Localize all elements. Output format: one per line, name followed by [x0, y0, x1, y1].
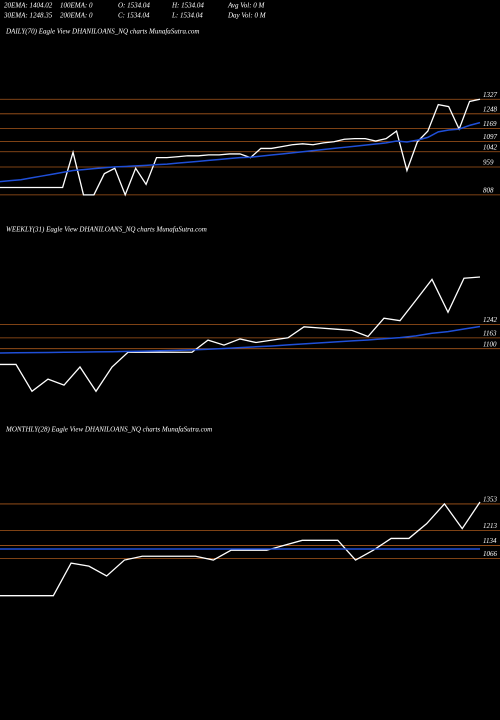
- header-stat: L: 1534.04: [171, 12, 203, 20]
- level-label: 1169: [483, 120, 497, 128]
- header-stat: 20EMA: 1404.02: [4, 2, 53, 10]
- level-label: 1134: [483, 537, 497, 545]
- panel-title: WEEKLY(31) Eagle View DHANILOANS_NQ char…: [6, 226, 207, 234]
- panel-title: MONTHLY(28) Eagle View DHANILOANS_NQ cha…: [5, 426, 212, 434]
- level-label: 1327: [483, 91, 498, 99]
- ema-line: [0, 325, 481, 354]
- level-label: 1042: [483, 143, 498, 151]
- header-stat: 200EMA: 0: [60, 12, 93, 20]
- price-line: [0, 98, 481, 197]
- header-stat: Day Vol: 0 M: [227, 12, 267, 20]
- price-line: [0, 276, 481, 393]
- level-label: 1097: [483, 133, 498, 141]
- level-label: 1163: [483, 330, 497, 338]
- level-label: 808: [483, 186, 494, 194]
- ema-line: [0, 121, 481, 183]
- header-stat: C: 1534.04: [118, 12, 150, 20]
- header-stat: 30EMA: 1248.35: [3, 12, 53, 20]
- panel-title: DAILY(70) Eagle View DHANILOANS_NQ chart…: [5, 28, 199, 36]
- price-line: [0, 501, 481, 597]
- header-stat: 100EMA: 0: [60, 2, 93, 10]
- level-label: 1100: [483, 340, 497, 348]
- level-label: 1353: [483, 496, 498, 504]
- level-label: 1248: [483, 105, 498, 113]
- level-label: 959: [483, 159, 494, 167]
- level-label: 1242: [483, 316, 498, 324]
- header-stat: Avg Vol: 0 M: [227, 2, 266, 10]
- level-label: 1213: [483, 522, 498, 530]
- level-label: 1066: [483, 550, 498, 558]
- header-stat: H: 1534.04: [171, 2, 204, 10]
- header-stat: O: 1534.04: [118, 2, 150, 10]
